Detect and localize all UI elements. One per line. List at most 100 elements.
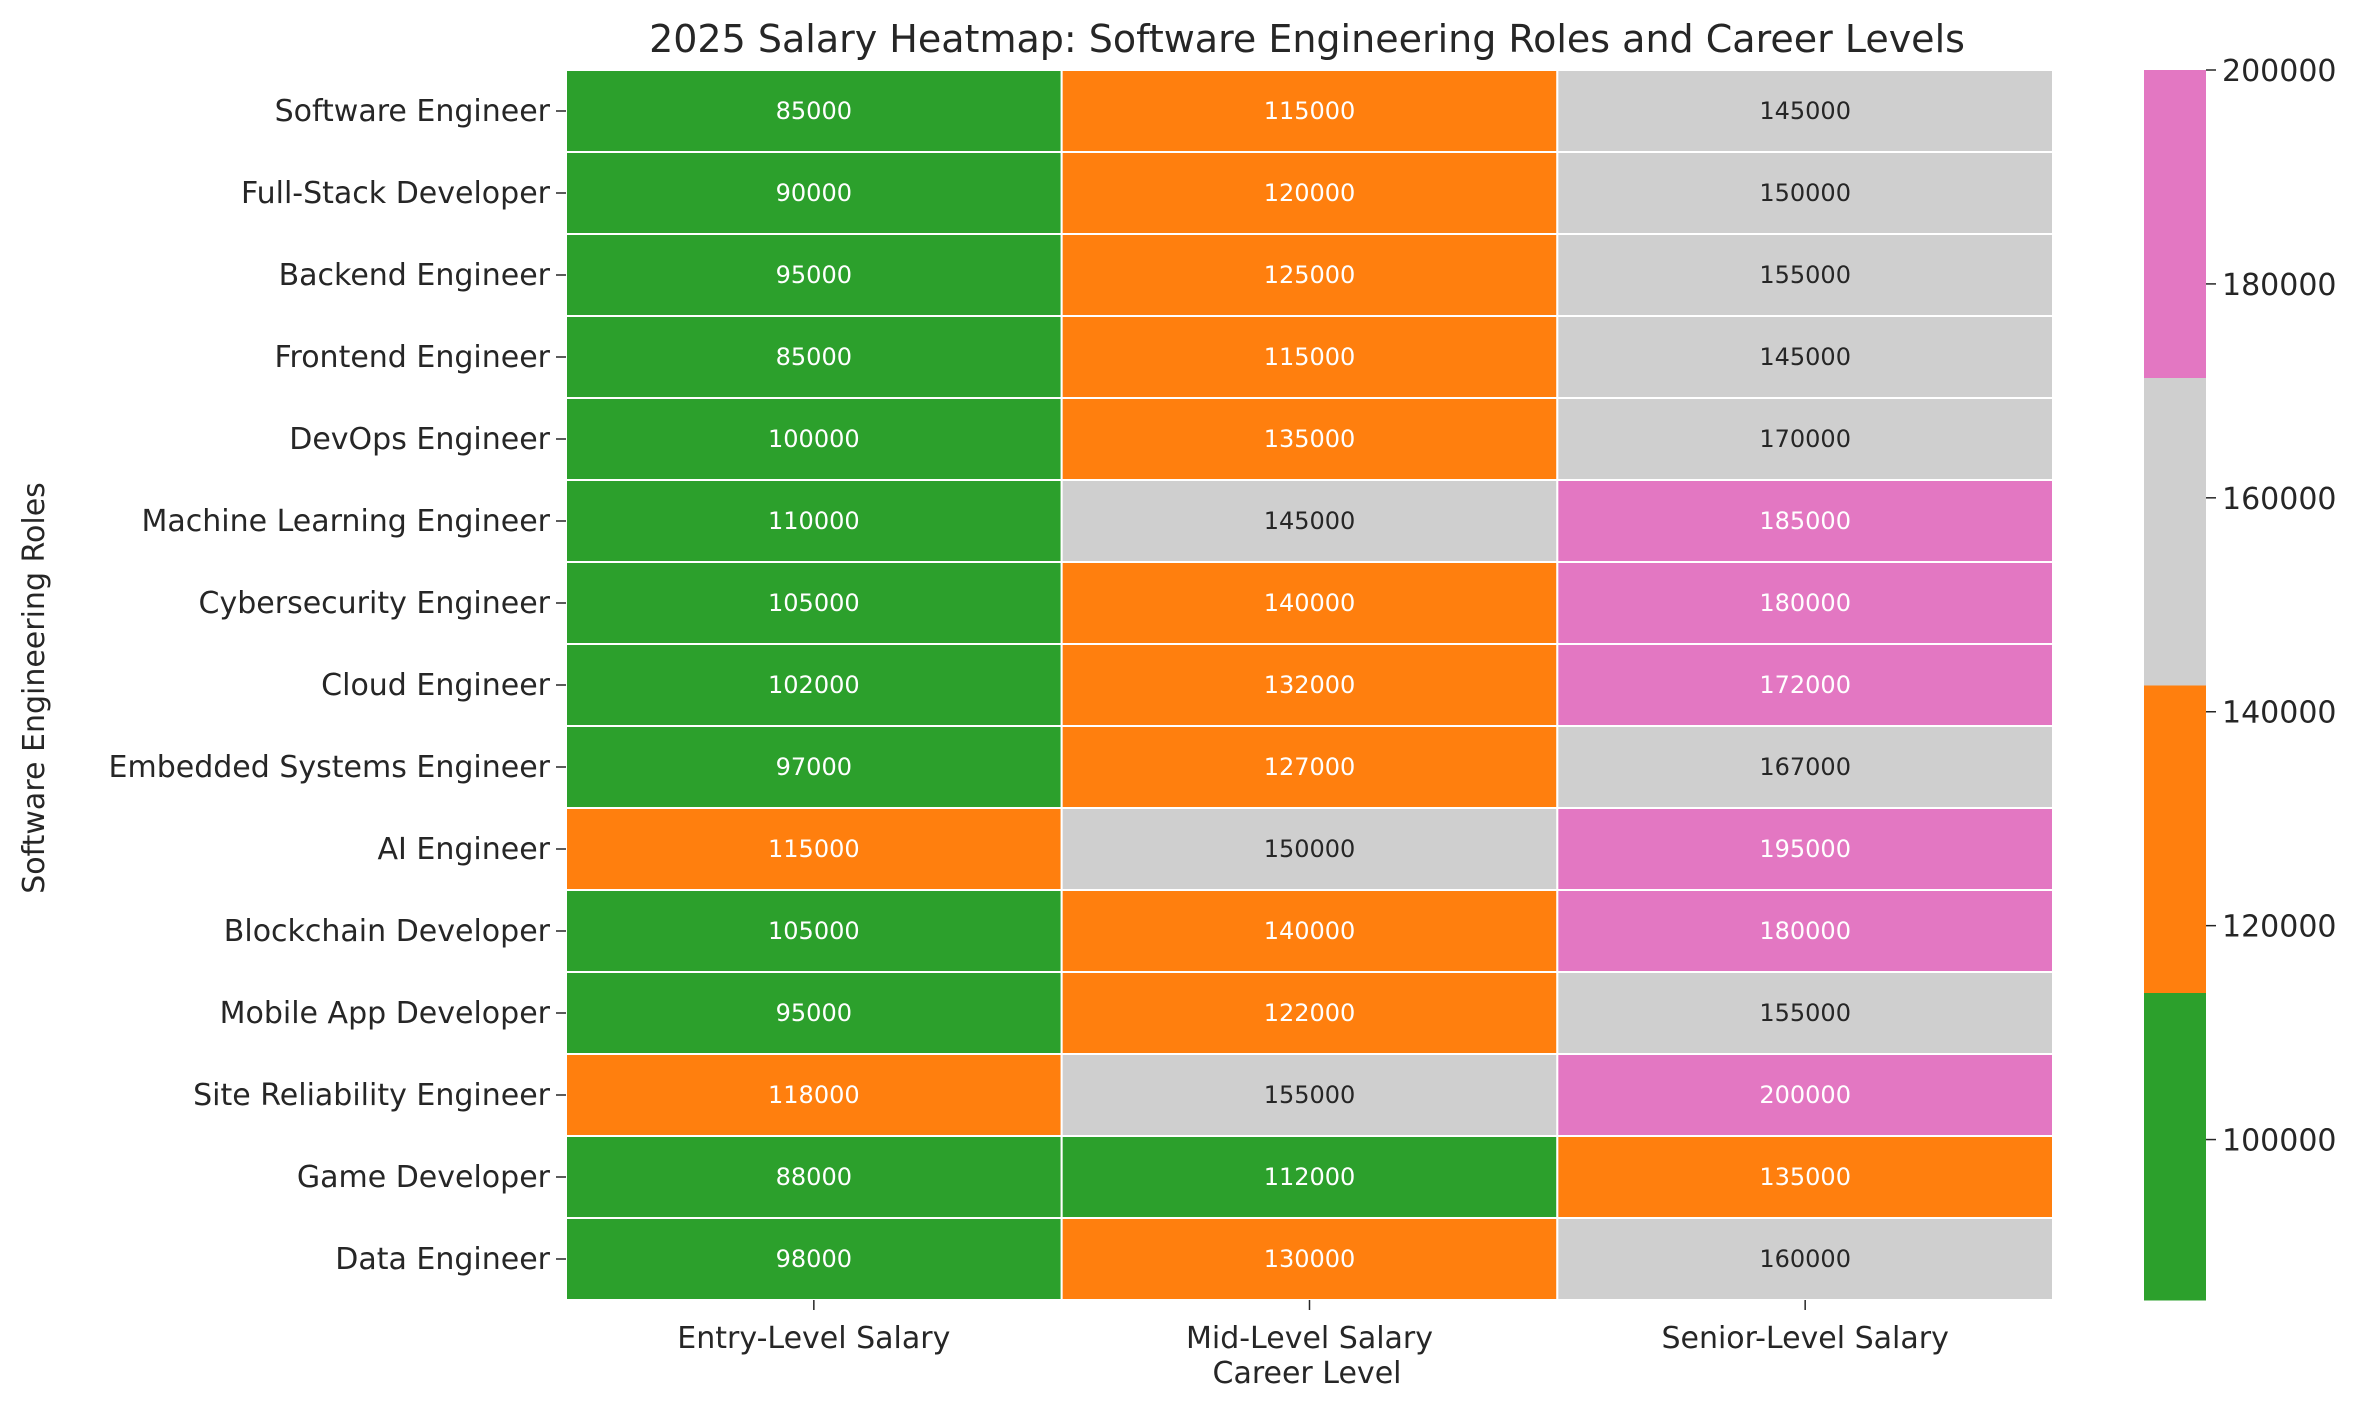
heatmap-cell: [1060, 561, 1559, 645]
column-labels: Entry-Level Salary Mid-Level Salary Senior…: [677, 1300, 1949, 1356]
colorbar-tick-label: 100000: [2222, 1124, 2337, 1159]
cell-value-label: 185000: [1759, 507, 1851, 535]
cell-value-label: 88000: [776, 1163, 852, 1191]
heatmap-cell: [1556, 643, 2055, 727]
cell-value-label: 140000: [1264, 917, 1356, 945]
cell-value-label: 115000: [768, 835, 860, 863]
cell-value-label: 100000: [768, 425, 860, 453]
row-label: Full-Stack Developer: [241, 176, 551, 211]
heatmap-cell: [1556, 807, 2055, 891]
row-labels: Software Engineer Full-Stack Developer Bac…: [109, 94, 566, 1277]
cell-value-label: 172000: [1759, 671, 1851, 699]
heatmap-cell: [565, 69, 1063, 153]
cell-value-label: 150000: [1759, 179, 1851, 207]
heatmap-cell: [1060, 643, 1559, 727]
cell-value-label: 145000: [1759, 97, 1851, 125]
heatmap-cell: [1060, 1053, 1559, 1137]
cell-value-label: 135000: [1759, 1163, 1851, 1191]
heatmap-cell: [565, 643, 1063, 727]
cell-value-label: 118000: [768, 1081, 860, 1109]
cell-value-label: 140000: [1264, 589, 1356, 617]
heatmap-cell: [565, 1053, 1063, 1137]
row-label: Frontend Engineer: [274, 340, 550, 375]
cell-value-label: 150000: [1264, 835, 1356, 863]
cell-value-label: 125000: [1264, 261, 1356, 289]
column-label: Senior-Level Salary: [1661, 1321, 1948, 1356]
cell-value-label: 155000: [1759, 261, 1851, 289]
cell-value-label: 200000: [1759, 1081, 1851, 1109]
heatmap-cell: [1556, 1135, 2055, 1219]
column-label: Mid-Level Salary: [1186, 1321, 1433, 1356]
heatmap-cell: [565, 1135, 1063, 1219]
cell-value-label: 102000: [768, 671, 860, 699]
heatmap-cell: [565, 315, 1063, 399]
row-label: Backend Engineer: [279, 258, 551, 293]
row-label: DevOps Engineer: [289, 422, 550, 457]
cell-value-label: 155000: [1264, 1081, 1356, 1109]
cell-value-label: 180000: [1759, 589, 1851, 617]
colorbar-segment: [2144, 992, 2206, 1301]
cell-value-label: 195000: [1759, 835, 1851, 863]
row-label: Machine Learning Engineer: [141, 504, 550, 539]
cell-value-label: 98000: [776, 1245, 852, 1273]
colorbar: 100000 120000 140000 160000 180000 200000: [2144, 54, 2337, 1301]
column-label: Entry-Level Salary: [677, 1321, 950, 1356]
cell-value-label: 85000: [776, 343, 852, 371]
heatmap-cell: [1060, 69, 1559, 153]
cell-value-label: 145000: [1264, 507, 1356, 535]
row-label: AI Engineer: [377, 832, 550, 867]
cell-value-label: 170000: [1759, 425, 1851, 453]
heatmap-cell: [1556, 1053, 2055, 1137]
cell-value-label: 90000: [776, 179, 852, 207]
cell-value-label: 132000: [1264, 671, 1356, 699]
cell-value-label: 122000: [1264, 999, 1356, 1027]
heatmap-cell: [1060, 971, 1559, 1055]
cell-value-label: 115000: [1264, 343, 1356, 371]
heatmap-cell: [1556, 561, 2055, 645]
heatmap-cell: [1556, 479, 2055, 563]
row-label: Cybersecurity Engineer: [199, 586, 551, 621]
row-label: Embedded Systems Engineer: [109, 750, 551, 785]
cell-value-label: 167000: [1759, 753, 1851, 781]
heatmap-cell: [1060, 233, 1559, 317]
colorbar-segment: [2144, 70, 2206, 378]
row-label: Data Engineer: [335, 1242, 550, 1277]
row-label: Software Engineer: [275, 94, 551, 129]
heatmap-cell: [1556, 315, 2055, 399]
y-axis-label: Software Engineering Roles: [17, 482, 52, 894]
colorbar-segment: [2144, 685, 2206, 993]
chart-title: 2025 Salary Heatmap: Software Engineerin…: [649, 17, 1965, 61]
heatmap-cell: [565, 889, 1063, 973]
heatmap-cell: [565, 725, 1063, 809]
cell-value-label: 95000: [776, 261, 852, 289]
cell-value-label: 105000: [768, 589, 860, 617]
heatmap-cell: [565, 807, 1063, 891]
heatmap-cell: [1060, 807, 1559, 891]
row-label: Cloud Engineer: [321, 668, 551, 703]
colorbar-segment: [2144, 377, 2206, 686]
heatmap-cell: [1556, 971, 2055, 1055]
colorbar-tick-label: 120000: [2222, 910, 2337, 945]
heatmap-cell: [1060, 397, 1559, 481]
row-label: Mobile App Developer: [220, 996, 551, 1031]
cell-value-label: 120000: [1264, 179, 1356, 207]
cell-value-label: 97000: [776, 753, 852, 781]
cell-value-label: 130000: [1264, 1245, 1356, 1273]
colorbar-tick-label: 200000: [2222, 54, 2337, 89]
row-label: Site Reliability Engineer: [193, 1078, 551, 1113]
row-label: Game Developer: [297, 1160, 551, 1195]
cell-value-label: 160000: [1759, 1245, 1851, 1273]
heatmap-cells: 85000 115000 145000 90000 120000 150000 95000 1…: [565, 69, 2055, 1301]
heatmap-cell: [565, 1217, 1063, 1301]
colorbar-tick-label: 160000: [2222, 482, 2337, 517]
heatmap-cell: [1556, 1217, 2055, 1301]
x-axis-label: Career Level: [1213, 1356, 1402, 1391]
cell-value-label: 155000: [1759, 999, 1851, 1027]
heatmap-cell: [1556, 889, 2055, 973]
heatmap-cell: [565, 151, 1063, 235]
colorbar-tick-label: 140000: [2222, 696, 2337, 731]
row-label: Blockchain Developer: [224, 914, 551, 949]
cell-value-label: 85000: [776, 97, 852, 125]
cell-value-label: 112000: [1264, 1163, 1356, 1191]
